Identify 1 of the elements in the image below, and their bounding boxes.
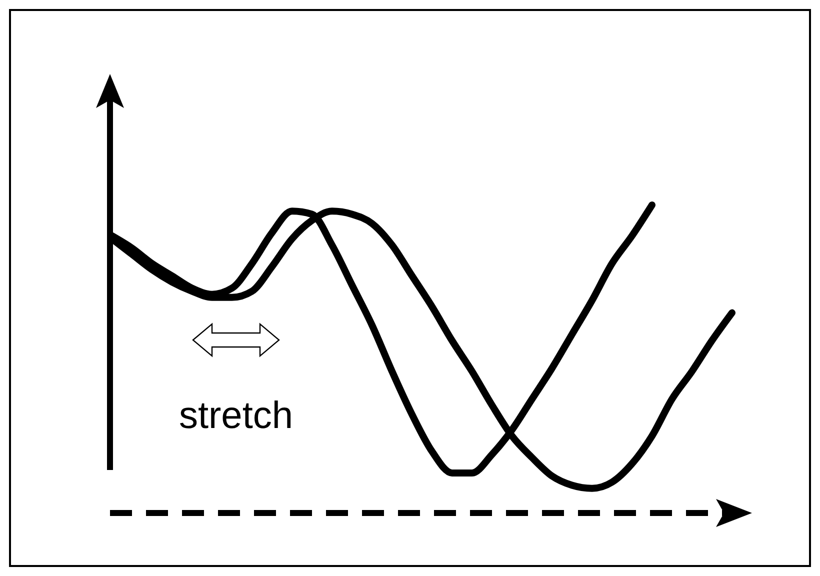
annotation: stretch [178, 395, 294, 437]
